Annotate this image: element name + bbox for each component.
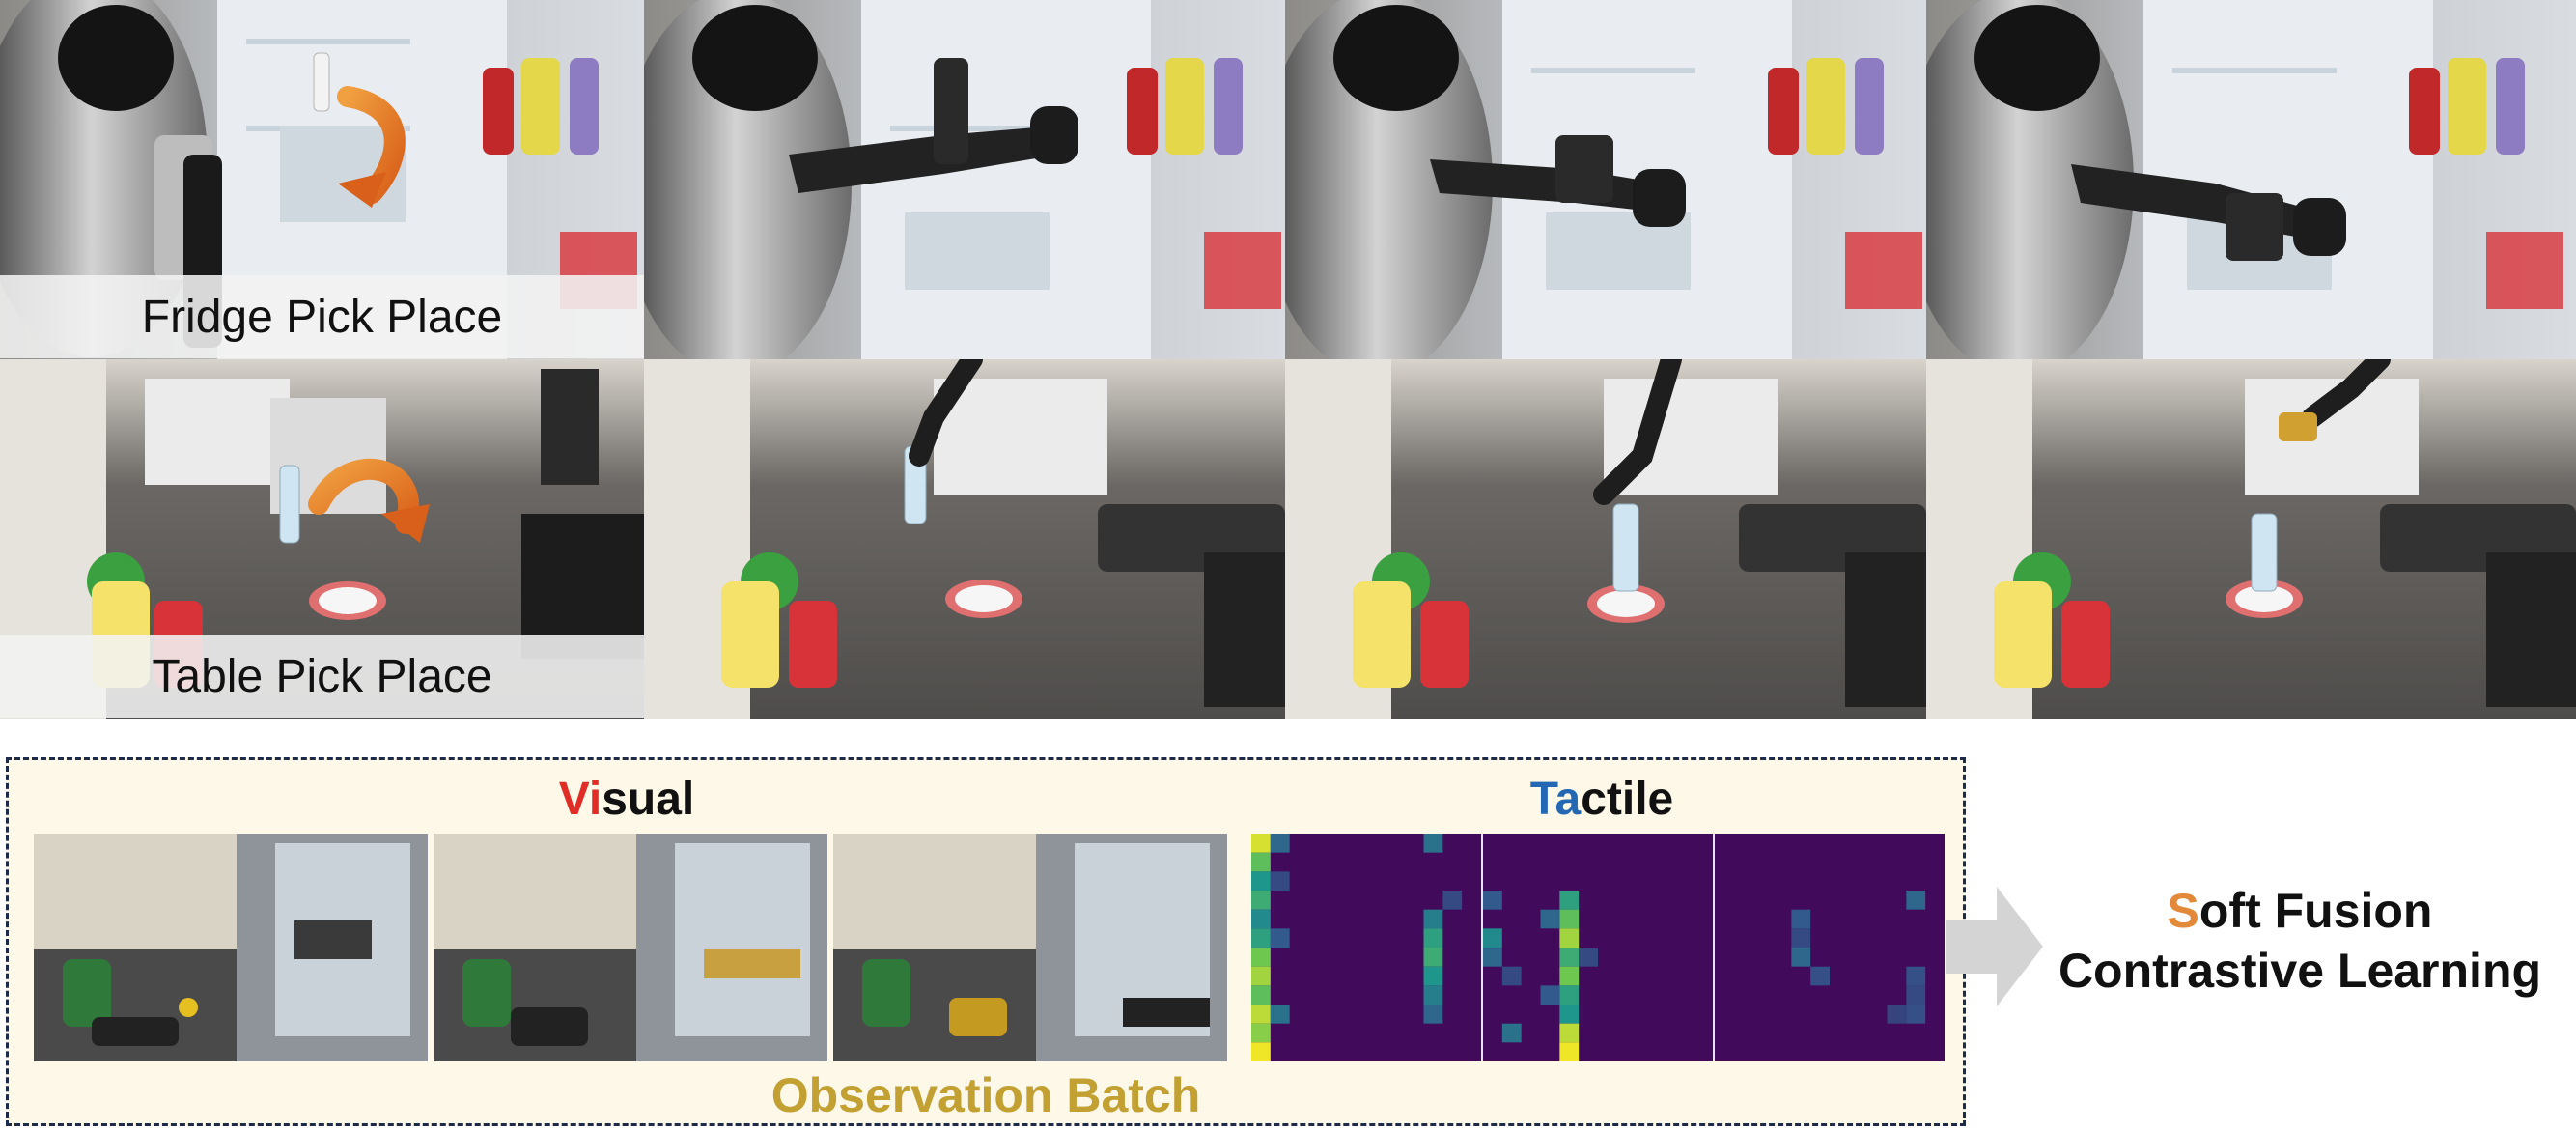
tactile-cell-1-20	[1423, 948, 1443, 967]
table-frame-1: Table Pick Place	[0, 359, 644, 719]
tactile-cell-1-10	[1251, 1005, 1271, 1024]
tactile-cell-1-9	[1251, 985, 1271, 1005]
table-frame-3	[1285, 359, 1926, 719]
tactile-cell-1-22	[1423, 985, 1443, 1005]
tactile-cell-2-3	[1483, 948, 1502, 967]
tactile-cell-3-4	[1810, 966, 1830, 986]
tactile-cell-2-4	[1501, 966, 1522, 986]
tactile-cell-1-21	[1423, 966, 1443, 986]
table-frame-4	[1926, 359, 2576, 719]
tactile-cell-2-11	[1559, 985, 1580, 1005]
tactile-cell-2-8	[1559, 928, 1580, 948]
tactile-cell-2-5	[1501, 1023, 1522, 1043]
method-label: Soft Fusion Contrastive Learning	[2024, 881, 2576, 1001]
tactile-cell-1-1	[1251, 834, 1271, 853]
tactile-heatmaps	[1251, 834, 1945, 1061]
tactile-cell-2-2	[1483, 928, 1502, 948]
tactile-cell-2-13	[1559, 1023, 1580, 1043]
fridge-frame-3	[1285, 0, 1926, 359]
tactile-cell-1-14	[1270, 871, 1290, 891]
tactile-cell-3-1	[1791, 909, 1811, 929]
method-line-1: Soft Fusion	[2167, 884, 2433, 938]
tactile-cell-1-7	[1251, 948, 1271, 967]
tactile-cell-3-8	[1887, 1005, 1907, 1024]
task-caption-table: Table Pick Place	[0, 635, 644, 718]
tactile-cell-3-3	[1791, 948, 1811, 967]
tactile-cell-2-14	[1559, 1042, 1580, 1061]
tactile-cell-2-7	[1559, 909, 1580, 929]
tactile-cell-1-17	[1423, 834, 1443, 853]
tactile-cell-1-8	[1251, 966, 1271, 986]
tactile-cell-1-6	[1251, 928, 1271, 948]
tactile-cell-1-3	[1251, 871, 1271, 891]
tactile-cell-1-5	[1251, 909, 1271, 929]
tactile-cell-2-1	[1483, 891, 1502, 910]
tactile-cell-1-2	[1251, 852, 1271, 872]
tactile-cell-3-7	[1906, 985, 1926, 1005]
fridge-frame-2	[644, 0, 1285, 359]
tactile-cell-2-9	[1559, 948, 1580, 967]
task-caption-fridge: Fridge Pick Place	[0, 275, 644, 358]
visual-frame-1	[34, 834, 428, 1061]
tactile-cell-1-13	[1270, 834, 1290, 853]
tactile-cell-1-11	[1251, 1023, 1271, 1043]
tactile-separator-2	[1713, 834, 1715, 1061]
tactile-cell-2-17	[1579, 948, 1598, 967]
tactile-heading: Tactile	[1529, 774, 1674, 825]
tactile-cell-3-6	[1906, 966, 1926, 986]
method-line-2: Contrastive Learning	[2058, 944, 2542, 998]
tactile-cell-3-5	[1906, 891, 1926, 910]
tactile-cell-2-12	[1559, 1005, 1580, 1024]
tactile-cell-1-24	[1442, 891, 1463, 910]
observation-batch-label: Observation Batch	[770, 1068, 1201, 1122]
tactile-cell-2-10	[1559, 966, 1580, 986]
tactile-cell-2-6	[1559, 891, 1580, 910]
tactile-cell-2-16	[1540, 985, 1560, 1005]
visual-frame-3	[833, 834, 1227, 1061]
fridge-frame-1: Fridge Pick Place	[0, 0, 644, 359]
visual-heading: Visual	[558, 774, 695, 825]
table-frame-2	[644, 359, 1285, 719]
tactile-cell-1-4	[1251, 891, 1271, 910]
tactile-cell-3-9	[1906, 1005, 1926, 1024]
tactile-heatmap-svg	[1251, 834, 1926, 1061]
tactile-separator-1	[1481, 834, 1483, 1061]
tactile-cell-1-18	[1423, 909, 1443, 929]
tactile-cell-1-23	[1423, 1005, 1443, 1024]
tactile-cell-2-15	[1540, 909, 1560, 929]
tactile-cell-1-19	[1423, 928, 1443, 948]
visual-frame-2	[434, 834, 827, 1061]
right-arrow-icon	[1946, 887, 2043, 1006]
observation-batch-panel: Visual Tactile	[6, 757, 1966, 1126]
tactile-cell-1-12	[1251, 1042, 1271, 1061]
tactile-cell-3-2	[1791, 928, 1811, 948]
tactile-cell-1-15	[1270, 928, 1290, 948]
fridge-frame-4	[1926, 0, 2576, 359]
tactile-cell-1-16	[1270, 1005, 1290, 1024]
